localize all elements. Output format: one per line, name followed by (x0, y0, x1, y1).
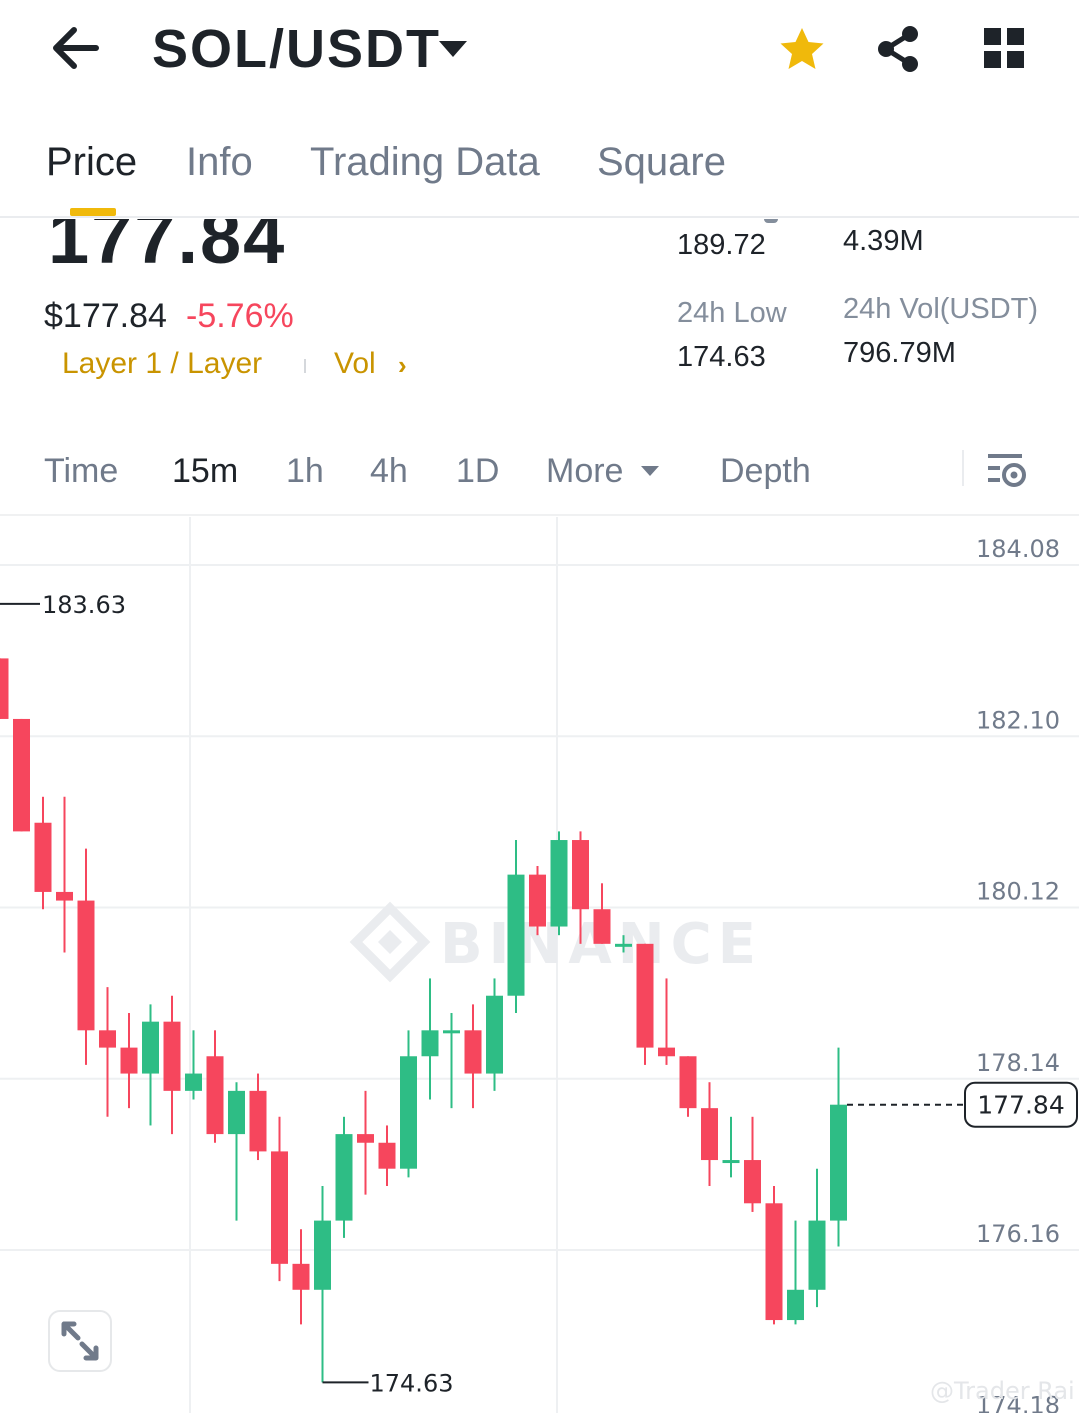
candle-body (615, 943, 632, 947)
candle-body (400, 1056, 417, 1169)
candle-body (13, 718, 30, 832)
low-value: 174.63 (677, 341, 766, 373)
candle-body (443, 1030, 460, 1034)
interval-more[interactable]: More (546, 452, 624, 490)
interval-divider (962, 450, 964, 486)
candle-body (271, 1151, 288, 1264)
active-tab-indicator (70, 208, 116, 216)
last-price: 177.84 (48, 219, 287, 279)
arrow-left-icon[interactable] (48, 22, 104, 74)
price-summary: 177.84 $177.84 -5.76% Layer 1 / Layer Vo… (0, 219, 1079, 419)
candle-body (765, 1203, 783, 1321)
tab-square[interactable]: Square (597, 140, 726, 184)
vol-link[interactable]: Vol (334, 347, 376, 380)
candle-body (486, 995, 503, 1074)
candle-body (249, 1090, 267, 1152)
interval-time[interactable]: Time (44, 452, 119, 490)
candle-body (787, 1289, 804, 1321)
tag-divider (304, 359, 306, 373)
caret-down-icon[interactable] (640, 464, 660, 478)
candle-body (830, 1104, 847, 1221)
y-tick-label: 176.16 (976, 1220, 1060, 1248)
page-tabs: Price Info Trading Data Square (0, 130, 1079, 218)
last-price-box (964, 1081, 1078, 1128)
depth-tab[interactable]: Depth (720, 452, 811, 490)
candle-body (572, 840, 589, 910)
candle-body (722, 1160, 740, 1164)
candle-body (99, 1030, 116, 1048)
expand-icon[interactable] (48, 1310, 112, 1372)
grid-icon[interactable] (982, 26, 1026, 70)
candle-body (808, 1220, 826, 1290)
candle-body (679, 1056, 697, 1109)
candle-body (314, 1220, 331, 1290)
vol-quote-value: 796.79M (843, 337, 956, 369)
candle-body (163, 1021, 181, 1091)
tab-info[interactable]: Info (186, 140, 253, 184)
top-bar: SOL/USDT (0, 0, 1079, 100)
candle-body (0, 658, 9, 719)
candle-body (185, 1073, 202, 1091)
star-icon[interactable] (776, 24, 828, 76)
last-price-label: 177.84 (977, 1091, 1064, 1120)
share-icon[interactable] (872, 22, 926, 76)
candle-body (701, 1108, 718, 1161)
binance-logo-icon (349, 901, 431, 983)
candle-body (56, 891, 73, 901)
candlestick-chart[interactable]: BINANCE 183.63 174.63 177.84 184.08 182.10 1… (0, 517, 1079, 1413)
usd-price: $177.84 (44, 297, 167, 335)
tab-price[interactable]: Price (46, 140, 138, 184)
price-markers: 183.63 174.63 177.84 (0, 591, 1078, 1397)
y-tick-label: 184.08 (976, 535, 1060, 563)
candle-body (120, 1047, 138, 1074)
candle-body (744, 1160, 761, 1204)
category-tag[interactable]: Layer 1 / Layer (62, 347, 263, 380)
candles (0, 658, 847, 1383)
candle-body (357, 1134, 374, 1143)
tab-trading-data[interactable]: Trading Data (310, 140, 540, 184)
pair-title[interactable]: SOL/USDT (152, 19, 442, 79)
price-change: -5.76% (186, 297, 294, 335)
y-tick-label: 180.12 (976, 878, 1060, 906)
candle-body (292, 1263, 310, 1290)
candle-body (228, 1090, 245, 1135)
candle-body (206, 1056, 224, 1135)
high-marker-label: 183.63 (42, 591, 126, 619)
candle-body (550, 840, 568, 927)
high-value: 189.72 (677, 229, 766, 261)
candle-body (658, 1047, 675, 1057)
binance-watermark: BINANCE (349, 901, 756, 983)
candle-body (593, 909, 611, 944)
low-label: 24h Low (677, 297, 787, 329)
candle-body (421, 1030, 439, 1057)
candle-body (34, 822, 52, 892)
chevron-right-icon[interactable]: › (398, 350, 407, 380)
candle-body (142, 1021, 159, 1074)
y-tick-label: 174.18 (976, 1391, 1060, 1413)
candle-body (507, 874, 525, 996)
interval-1d[interactable]: 1D (456, 452, 500, 490)
y-tick-label: 182.10 (976, 706, 1060, 734)
interval-4h[interactable]: 4h (370, 452, 408, 490)
candle-body (77, 900, 95, 1031)
candle-body (636, 943, 654, 1048)
clipped-label-fragment (764, 219, 778, 223)
candle-body (378, 1142, 396, 1169)
y-axis: 184.08 182.10 180.12 178.14 176.16 174.18 (976, 535, 1060, 1413)
chart-settings-icon[interactable] (986, 450, 1030, 490)
low-marker-label: 174.63 (370, 1369, 454, 1397)
interval-bar: Time 15m 1h 4h 1D More Depth (0, 440, 1079, 516)
caret-down-icon[interactable] (436, 38, 470, 60)
candle-body (464, 1030, 482, 1074)
credit-text: @Trader Rai (930, 1377, 1075, 1405)
candle-body (335, 1134, 353, 1221)
candle-body (529, 874, 546, 927)
vol-quote-label: 24h Vol(USDT) (843, 293, 1039, 325)
interval-15m[interactable]: 15m (172, 452, 239, 490)
interval-1h[interactable]: 1h (286, 452, 324, 490)
y-tick-label: 178.14 (976, 1049, 1060, 1077)
vol-base-value: 4.39M (843, 225, 924, 257)
